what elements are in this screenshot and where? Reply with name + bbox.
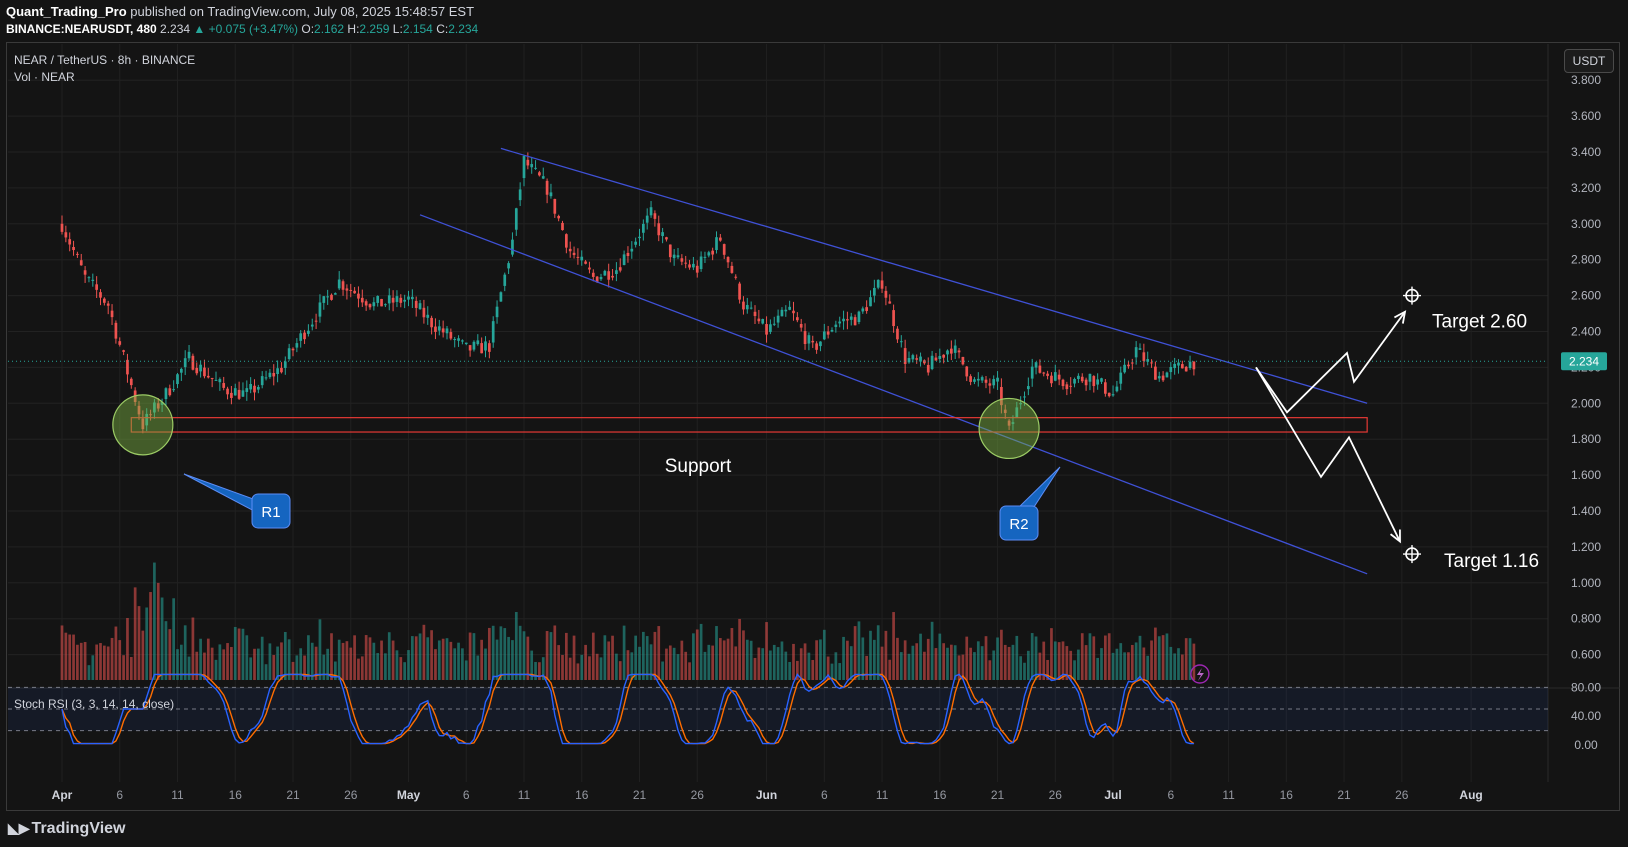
last-price: 2.234	[160, 22, 191, 36]
currency-button[interactable]: USDT	[1564, 49, 1614, 73]
close-label: C:	[436, 22, 449, 36]
price-change: ▲ +0.075 (+3.47%)	[193, 22, 299, 36]
publish-info: published on TradingView.com, July 08, 2…	[130, 4, 475, 19]
chart-frame[interactable]	[6, 42, 1620, 811]
high-label: H:	[347, 22, 360, 36]
close-value: 2.234	[448, 22, 479, 36]
high-value: 2.259	[359, 22, 390, 36]
tradingview-logo[interactable]: ◣▶ TradingView	[8, 820, 126, 838]
ohlc-line: BINANCE:NEARUSDT, 480 2.234 ▲ +0.075 (+3…	[6, 22, 478, 36]
legend-volume[interactable]: Vol · NEAR	[14, 70, 75, 84]
legend-stoch-rsi[interactable]: Stoch RSI (3, 3, 14, 14, close)	[14, 697, 175, 711]
open-label: O:	[301, 22, 315, 36]
low-value: 2.154	[402, 22, 433, 36]
footer-brand: TradingView	[31, 820, 126, 837]
author-name[interactable]: Quant_Trading_Pro	[6, 4, 127, 19]
tv-logo-icon: ◣▶	[8, 820, 30, 836]
publisher-line: Quant_Trading_Pro published on TradingVi…	[6, 4, 474, 19]
open-value: 2.162	[314, 22, 345, 36]
legend-pair[interactable]: NEAR / TetherUS · 8h · BINANCE	[14, 53, 196, 67]
symbol-label: BINANCE:NEARUSDT, 480	[6, 22, 157, 36]
low-label: L:	[392, 22, 403, 36]
